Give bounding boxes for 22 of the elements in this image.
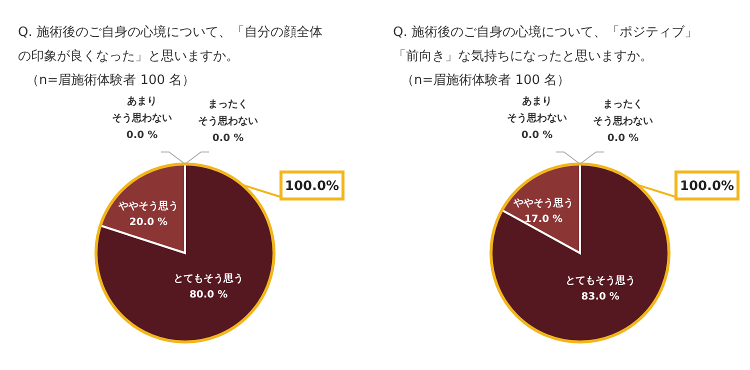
slice-label: ややそう思う (512, 197, 574, 210)
slice-label: とてもそう思う (565, 274, 636, 286)
text: 0.0 % (521, 130, 553, 141)
chart-subtitle: （n=眉施術体験者 100 名） (26, 73, 196, 88)
slice-label: とてもそう思う (174, 272, 244, 284)
chart-subtitle: （n=眉施術体験者 100 名） (401, 73, 570, 88)
chart-title: Q. 施術後のご自身の心境について、「自分の顔全体の印象が良くなった」と思いますか。 (18, 24, 322, 64)
text: 0.0 % (212, 133, 244, 144)
text: 0.0 % (126, 130, 158, 141)
data-label: 83.0 % (581, 291, 620, 302)
data-label: 80.0 % (189, 289, 228, 300)
chart-title: Q. 施術後のご自身の心境について、「ポジティブ」「前向き」な気持ちになったと思いますか。 (393, 24, 698, 64)
data-label: 17.0 % (524, 214, 563, 226)
text: 0.0 % (607, 133, 639, 144)
category-label: まったくそう思わない (593, 99, 653, 127)
category-label: あまりそう思わない (507, 96, 567, 124)
text: 100.0% (284, 179, 340, 194)
text: 100.0% (680, 179, 734, 194)
category-label: あまりそう思わない (112, 96, 172, 124)
category-label: まったくそう思わない (198, 99, 258, 127)
data-label: 20.0 % (129, 216, 168, 228)
slice-label: ややそう思う (118, 200, 178, 212)
